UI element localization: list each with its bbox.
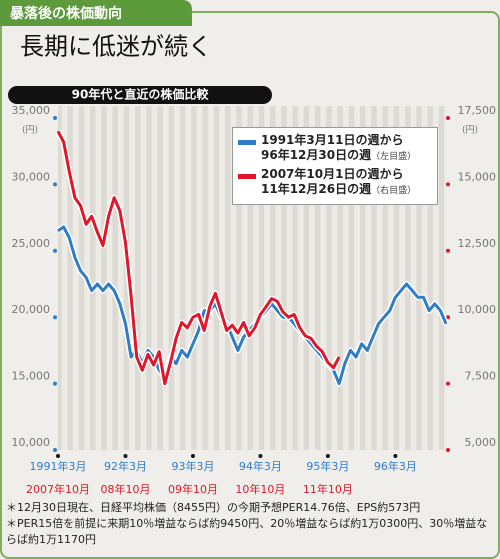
y2-tick-mark [446, 315, 450, 320]
legend-label: 2007年10月1日の週から 11年12月26日の週 [261, 167, 404, 196]
y-tick-mark [53, 315, 57, 320]
chart-title: 長期に低迷が続く [20, 33, 212, 61]
y-tick-label: 10,000 [12, 436, 51, 449]
legend-entry: 2007年10月1日の週から 11年12月26日の週（右目盛） [237, 167, 433, 199]
y-tick-label: 20,000 [12, 303, 51, 316]
x-tick-label: 96年3月 [374, 459, 417, 473]
legend-swatch [237, 173, 257, 180]
y-tick-mark [53, 448, 57, 452]
x-tick-label: 92年3月 [104, 459, 147, 473]
y2-tick-label: 5,000 [465, 436, 497, 449]
y2-tick-label: 10,000 [458, 303, 497, 316]
y-tick-label: 35,000 [12, 104, 51, 117]
notes: ＊12月30日現在、日経平均株価（8455円）の今期予想PER14.76倍、EP… [6, 500, 494, 548]
x-tick-label-secondary: 09年10月 [168, 482, 218, 496]
legend-note: （右目盛） [371, 186, 417, 196]
y2-tick-mark [446, 182, 450, 187]
y2-tick-label: 12,500 [458, 237, 497, 250]
legend-swatch [237, 139, 257, 146]
note: ＊12月30日現在、日経平均株価（8455円）の今期予想PER14.76倍、EP… [6, 501, 421, 514]
header: 暴落後の株価動向 [9, 5, 122, 22]
x-tick-label-secondary: 2007年10月 [26, 482, 90, 496]
y-tick-label: 30,000 [12, 170, 51, 183]
y2-tick-label: 7,500 [465, 370, 497, 383]
legend-label: 1991年3月11日の週から 96年12月30日の週 [261, 133, 404, 162]
x-tick-mark [325, 454, 330, 458]
y2-tick-mark [446, 381, 450, 386]
note: ＊PER15倍を前提に来期10％増益ならば約9450円、20％増益ならば約1万0… [6, 517, 488, 546]
subtitle-bar [8, 86, 272, 104]
y-tick-label: 25,000 [12, 237, 51, 250]
subtitle: 90年代と直近の株価比較 [72, 87, 210, 102]
legend-text: 2007年10月1日の週から 11年12月26日の週（右目盛） [261, 167, 416, 199]
y2-tick-label: 15,000 [458, 170, 497, 183]
x-tick-mark [123, 454, 128, 458]
x-tick-label-secondary: 10年10月 [235, 482, 285, 496]
y-tick-mark [53, 248, 57, 253]
y-tick-mark [53, 116, 57, 120]
y2-tick-mark [446, 448, 450, 452]
y-tick-mark [53, 381, 57, 386]
x-tick-label-secondary: 08年10月 [100, 482, 150, 496]
x-tick-mark [56, 454, 60, 458]
series-line [56, 130, 341, 386]
y2-tick-mark [446, 248, 450, 253]
legend-note: （左目盛） [371, 152, 417, 162]
x-tick-label: 94年3月 [239, 459, 282, 473]
x-tick-label: 1991年3月 [30, 459, 87, 473]
header-tab [0, 0, 192, 26]
x-tick-label-secondary: 11年10月 [303, 482, 353, 496]
legend: 1991年3月11日の週から 96年12月30日の週（左目盛） 2007年10月1… [232, 127, 438, 205]
y2-tick-mark [446, 116, 450, 120]
y2-axis-unit: (円) [462, 125, 478, 136]
x-tick-label: 93年3月 [171, 459, 214, 473]
y-tick-mark [53, 182, 57, 187]
legend-text: 1991年3月11日の週から 96年12月30日の週（左目盛） [261, 133, 416, 165]
x-tick-mark [190, 454, 195, 458]
x-tick-mark [393, 454, 398, 458]
legend-entry: 1991年3月11日の週から 96年12月30日の週（左目盛） [237, 133, 433, 165]
x-tick-label: 95年3月 [306, 459, 349, 473]
y-tick-label: 15,000 [12, 370, 51, 383]
y2-tick-label: 17,500 [458, 104, 497, 117]
y-axis-unit: (円) [22, 125, 38, 136]
x-tick-mark [258, 454, 263, 458]
